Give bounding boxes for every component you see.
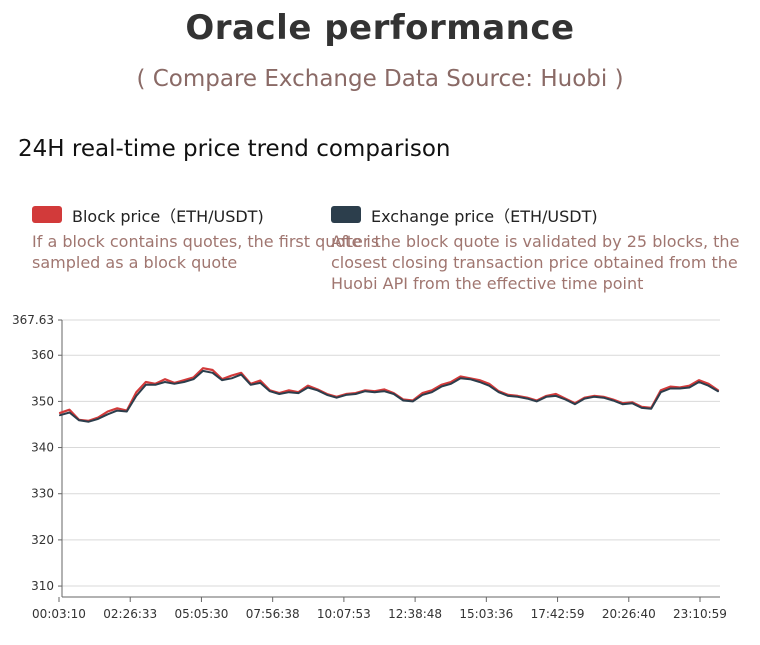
y-tick-label: 350	[31, 394, 54, 408]
page-subtitle: ( Compare Exchange Data Source: Huobi )	[136, 66, 624, 92]
y-axis: 367.63 360 350 340 330 320 310	[12, 313, 63, 597]
exchange-price-swatch	[331, 206, 361, 223]
x-tick-label: 12:38:48	[388, 607, 442, 621]
y-tick-label: 360	[31, 348, 54, 362]
legend-desc-exchange-price: After the block quote is validated by 25…	[331, 232, 740, 293]
y-tick-label: 340	[31, 441, 54, 455]
legend-label-block-price: Block price（ETH/USDT)	[72, 207, 264, 226]
block-price-swatch	[32, 206, 62, 223]
x-tick-label: 17:42:59	[531, 607, 585, 621]
x-tick-label: 00:03:10	[32, 607, 86, 621]
x-tick-label: 02:26:33	[103, 607, 157, 621]
series-line-block-price	[58, 367, 720, 422]
y-tick-label: 320	[31, 533, 54, 547]
legend-desc-block-price: If a block contains quotes, the first qu…	[32, 232, 380, 272]
y-tick-label: 310	[31, 579, 54, 593]
page-title: Oracle performance	[185, 8, 575, 48]
x-axis: 00:03:10 02:26:33 05:05:30 07:56:38 10:07:53…	[32, 596, 727, 621]
price-chart: 367.63 360 350 340 330 320 310 00:03:10 02:26:3…	[12, 313, 727, 621]
x-tick-label: 05:05:30	[174, 607, 228, 621]
x-tick-label: 23:10:59	[673, 607, 727, 621]
x-tick-label: 20:26:40	[602, 607, 656, 621]
y-tick-label: 330	[31, 487, 54, 501]
x-tick-label: 07:56:38	[246, 607, 300, 621]
legend-label-exchange-price: Exchange price（ETH/USDT)	[371, 207, 598, 226]
series-line-exchange-price	[59, 369, 719, 423]
gridlines	[62, 319, 720, 587]
y-tick-label: 367.63	[12, 313, 54, 327]
series-lines	[58, 367, 720, 423]
section-title: 24H real-time price trend comparison	[18, 136, 451, 162]
x-tick-label: 10:07:53	[317, 607, 371, 621]
x-tick-label: 15:03:36	[459, 607, 513, 621]
